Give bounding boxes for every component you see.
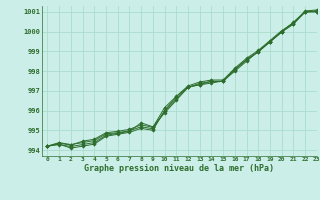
X-axis label: Graphe pression niveau de la mer (hPa): Graphe pression niveau de la mer (hPa) (84, 164, 274, 173)
